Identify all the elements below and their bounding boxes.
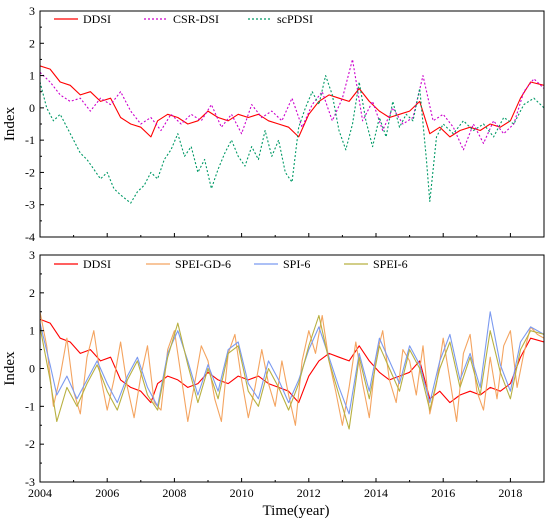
legend-label: SPEI-6 [373, 257, 408, 271]
y-axis-title: Index [2, 106, 18, 141]
x-tick-label: 2014 [364, 486, 388, 500]
y-tick-label: 0 [29, 101, 35, 115]
legend-label: SPI-6 [283, 257, 310, 271]
series-line-spei-6 [40, 314, 544, 430]
legend: DDSI CSR-DSI scPDSI [54, 12, 313, 26]
y-tick-label: -3 [25, 475, 35, 489]
series-line-ddsi [40, 318, 544, 404]
y-tick-label: -1 [25, 399, 35, 413]
x-tick-label: 2012 [297, 486, 321, 500]
legend-label: SPEI-GD-6 [175, 257, 231, 271]
legend-label: scPDSI [277, 12, 313, 26]
x-tick-label: 2010 [230, 486, 254, 500]
x-tick-label: 2016 [431, 486, 455, 500]
top-panel: -4 -3 -2 -1 0 1 2 3 Index DDSI CSR-DSI scPDSI [2, 4, 545, 244]
series-line-ddsi [40, 65, 544, 138]
x-tick-label: 2008 [162, 486, 186, 500]
y-tick-label: -2 [25, 165, 35, 179]
series-line-scpdsi [40, 75, 544, 204]
y-tick-label: 3 [29, 4, 35, 18]
legend: DDSI SPEI-GD-6 SPI-6 SPEI-6 [54, 257, 408, 271]
y-axis-title: Index [2, 351, 18, 386]
y-tick-label: -2 [25, 437, 35, 451]
series-group [40, 58, 544, 204]
y-tick-label: -1 [25, 133, 35, 147]
y-tick-label: 3 [29, 248, 35, 262]
y-tick-label: 2 [29, 286, 35, 300]
series-line-csr-dsi [40, 58, 544, 151]
series-group [40, 311, 544, 430]
series-line-spi-6 [40, 311, 544, 415]
legend-label: DDSI [83, 257, 111, 271]
y-tick-label: -3 [25, 198, 35, 212]
y-tick-label: 1 [29, 324, 35, 338]
y-tick-label: 1 [29, 69, 35, 83]
y-tick-label: 2 [29, 36, 35, 50]
x-tick-label: 2006 [95, 486, 119, 500]
legend-label: CSR-DSI [173, 12, 219, 26]
y-tick-label: -4 [25, 230, 35, 244]
y-tick-label: 0 [29, 362, 35, 376]
legend-label: DDSI [83, 12, 111, 26]
x-axis-title: Time(year) [263, 503, 330, 519]
x-tick-label: 2018 [498, 486, 522, 500]
x-tick-label: 2004 [28, 486, 52, 500]
bottom-panel: -3 -2 -1 0 1 2 3 2004 2006 2008 2010 2012 2014 2016 20… [2, 248, 545, 500]
